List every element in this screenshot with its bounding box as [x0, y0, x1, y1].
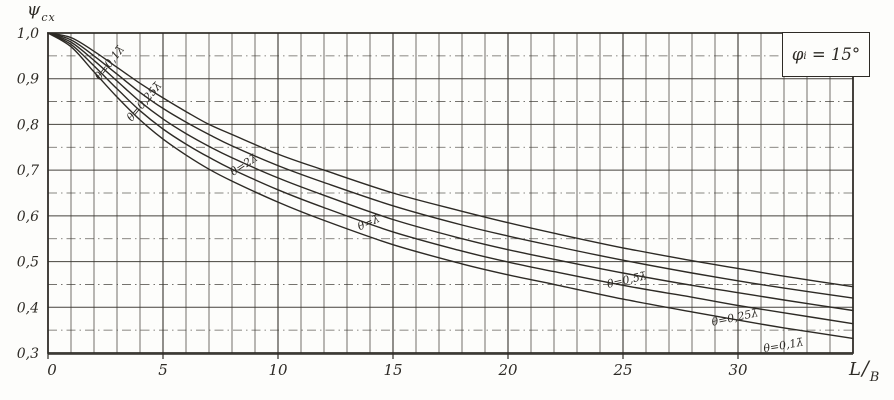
y-tick-label: 0,5	[17, 255, 39, 271]
psi-symbol: ψ	[27, 0, 42, 20]
y-tick-label: 1,0	[17, 26, 39, 42]
y-tick-label: 0,8	[17, 117, 39, 133]
y-tick-label: 0,3	[17, 346, 39, 362]
x-title-slash: /	[861, 356, 870, 380]
x-tick-label: 5	[158, 361, 168, 379]
phi-value: = 15°	[811, 45, 861, 64]
y-tick-label: 0,7	[17, 163, 39, 179]
phi-symbol: φ	[791, 45, 804, 64]
plot-frame	[47, 32, 854, 354]
y-tick-label: 0,9	[17, 72, 39, 88]
y-tick-label: 0,4	[17, 300, 39, 316]
x-title-numerator: L	[849, 359, 862, 380]
x-title-denominator: B	[869, 370, 881, 385]
y-axis-title: ψcx	[27, 0, 56, 25]
curve-label: θ=0,5λ̄	[606, 269, 648, 291]
y-tick-label: 0,6	[17, 209, 39, 225]
x-tick-label: 20	[497, 361, 518, 379]
curve-2	[47, 32, 854, 312]
curve-1	[47, 32, 854, 299]
x-tick-label: 30	[728, 361, 748, 379]
curve-4	[47, 32, 854, 340]
x-tick-label: 15	[383, 361, 402, 379]
x-tick-label: 25	[612, 361, 632, 379]
x-axis-title: L/B	[849, 356, 880, 385]
curve-label: θ=0,25λ̄	[710, 306, 759, 329]
phi-subscript: i	[803, 51, 807, 62]
curve-0	[47, 32, 854, 288]
x-tick-label: 10	[268, 361, 288, 379]
curve-label: θ=λ̄	[356, 212, 382, 233]
psi-subscript: cx	[41, 11, 56, 25]
x-tick-label: 0	[47, 361, 57, 379]
curve-3	[47, 32, 854, 325]
